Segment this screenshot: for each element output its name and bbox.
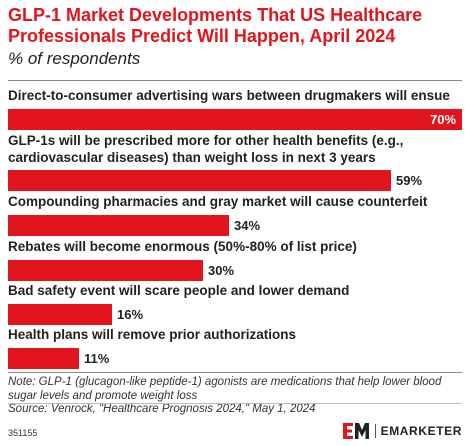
bar-value-label: 11% <box>84 351 110 366</box>
top-divider <box>8 80 462 81</box>
emarketer-logo-icon <box>342 423 369 439</box>
bar-label: Direct-to-consumer advertising wars betw… <box>8 88 450 103</box>
bar <box>8 304 112 325</box>
bar <box>8 215 229 236</box>
chart-id: 351155 <box>8 428 38 438</box>
source-text: Source: Venrock, "Healthcare Prognosis 2… <box>8 403 316 415</box>
bar-value-label: 16% <box>117 307 144 322</box>
bar-label: Bad safety event will scare people and l… <box>8 283 350 298</box>
bottom-divider <box>8 372 462 373</box>
bar <box>8 109 462 130</box>
bar-value-label: 70% <box>430 112 457 127</box>
bar <box>8 170 391 191</box>
brand-separator <box>374 424 376 438</box>
bar-label: Health plans will remove prior authoriza… <box>8 327 297 342</box>
chart-subtitle: % of respondents <box>8 49 141 68</box>
bar <box>8 260 203 281</box>
footer-divider <box>8 403 462 404</box>
bar-label: GLP-1s will be prescribed more for other… <box>8 133 404 165</box>
brand-name: EMARKETER <box>380 424 462 438</box>
note-text: Note: GLP-1 (glucagon-like peptide-1) ag… <box>8 376 442 402</box>
bar-value-label: 30% <box>208 263 235 278</box>
brand-logo: EMARKETER <box>342 421 462 441</box>
bar-value-label: 34% <box>234 218 261 233</box>
chart-title: GLP-1 Market Developments That US Health… <box>8 5 423 46</box>
bar-value-label: 59% <box>396 173 423 188</box>
chart-note: Note: GLP-1 (glucagon-like peptide-1) ag… <box>8 376 463 417</box>
bar-label: Rebates will become enormous (50%-80% of… <box>8 239 357 254</box>
bar <box>8 348 79 369</box>
